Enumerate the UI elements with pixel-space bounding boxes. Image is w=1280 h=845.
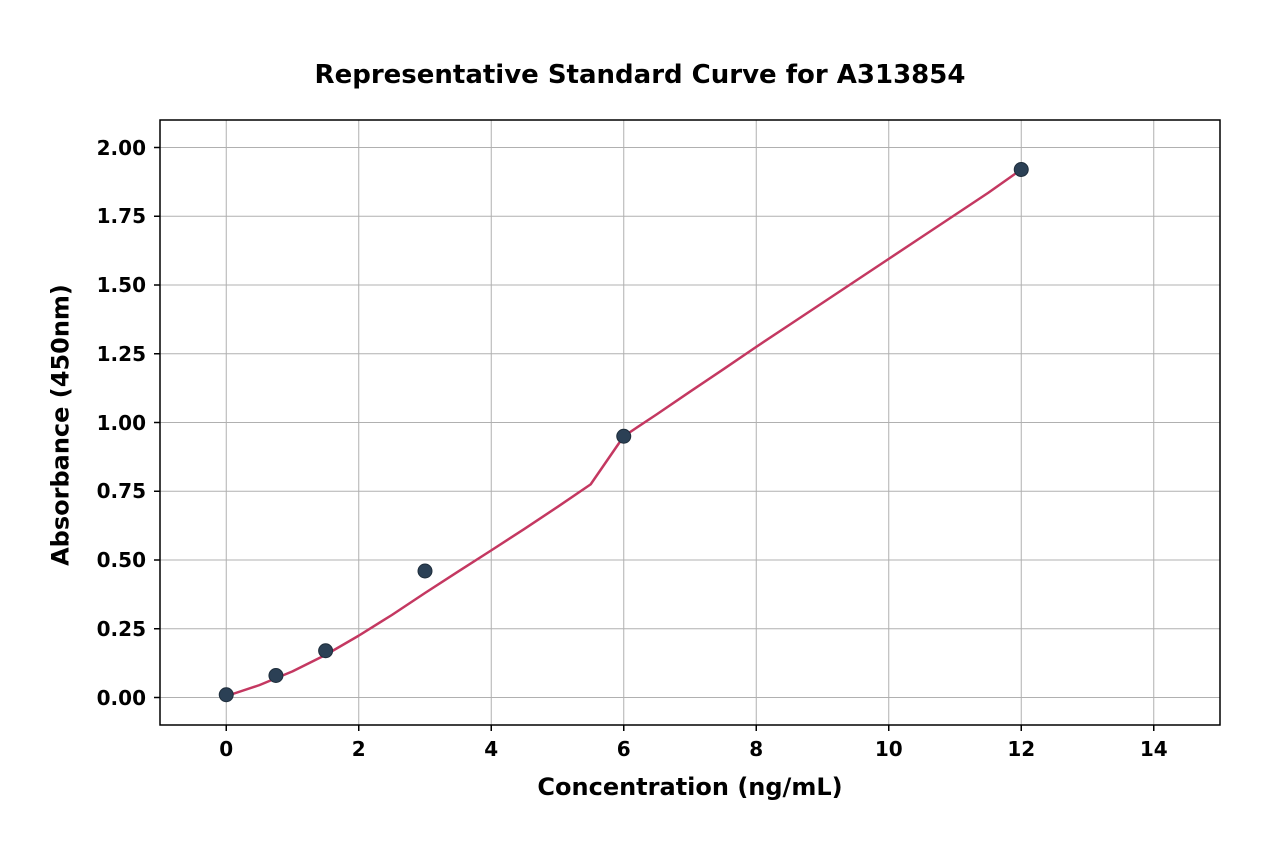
y-tick-label: 2.00 bbox=[97, 136, 146, 160]
x-tick-label: 2 bbox=[352, 737, 366, 761]
data-point bbox=[269, 669, 283, 683]
x-tick-label: 10 bbox=[875, 737, 903, 761]
x-tick-label: 4 bbox=[484, 737, 498, 761]
data-point bbox=[319, 644, 333, 658]
y-tick-label: 0.25 bbox=[97, 617, 146, 641]
y-tick-label: 0.00 bbox=[97, 686, 146, 710]
y-tick-label: 1.00 bbox=[97, 411, 146, 435]
x-tick-label: 8 bbox=[749, 737, 763, 761]
y-tick-label: 1.75 bbox=[97, 204, 146, 228]
chart-svg bbox=[0, 0, 1280, 845]
data-point bbox=[617, 429, 631, 443]
chart-container: Representative Standard Curve for A31385… bbox=[0, 0, 1280, 845]
y-axis-label: Absorbance (450nm) bbox=[46, 122, 74, 727]
data-point bbox=[219, 688, 233, 702]
x-tick-label: 0 bbox=[219, 737, 233, 761]
x-tick-label: 14 bbox=[1140, 737, 1168, 761]
data-point bbox=[1014, 163, 1028, 177]
y-tick-label: 0.50 bbox=[97, 548, 146, 572]
x-tick-label: 6 bbox=[617, 737, 631, 761]
y-tick-label: 1.25 bbox=[97, 342, 146, 366]
data-point bbox=[418, 564, 432, 578]
chart-title: Representative Standard Curve for A31385… bbox=[0, 60, 1280, 90]
x-axis-label: Concentration (ng/mL) bbox=[160, 773, 1220, 801]
y-tick-label: 0.75 bbox=[97, 479, 146, 503]
x-tick-label: 12 bbox=[1007, 737, 1035, 761]
y-tick-label: 1.50 bbox=[97, 273, 146, 297]
